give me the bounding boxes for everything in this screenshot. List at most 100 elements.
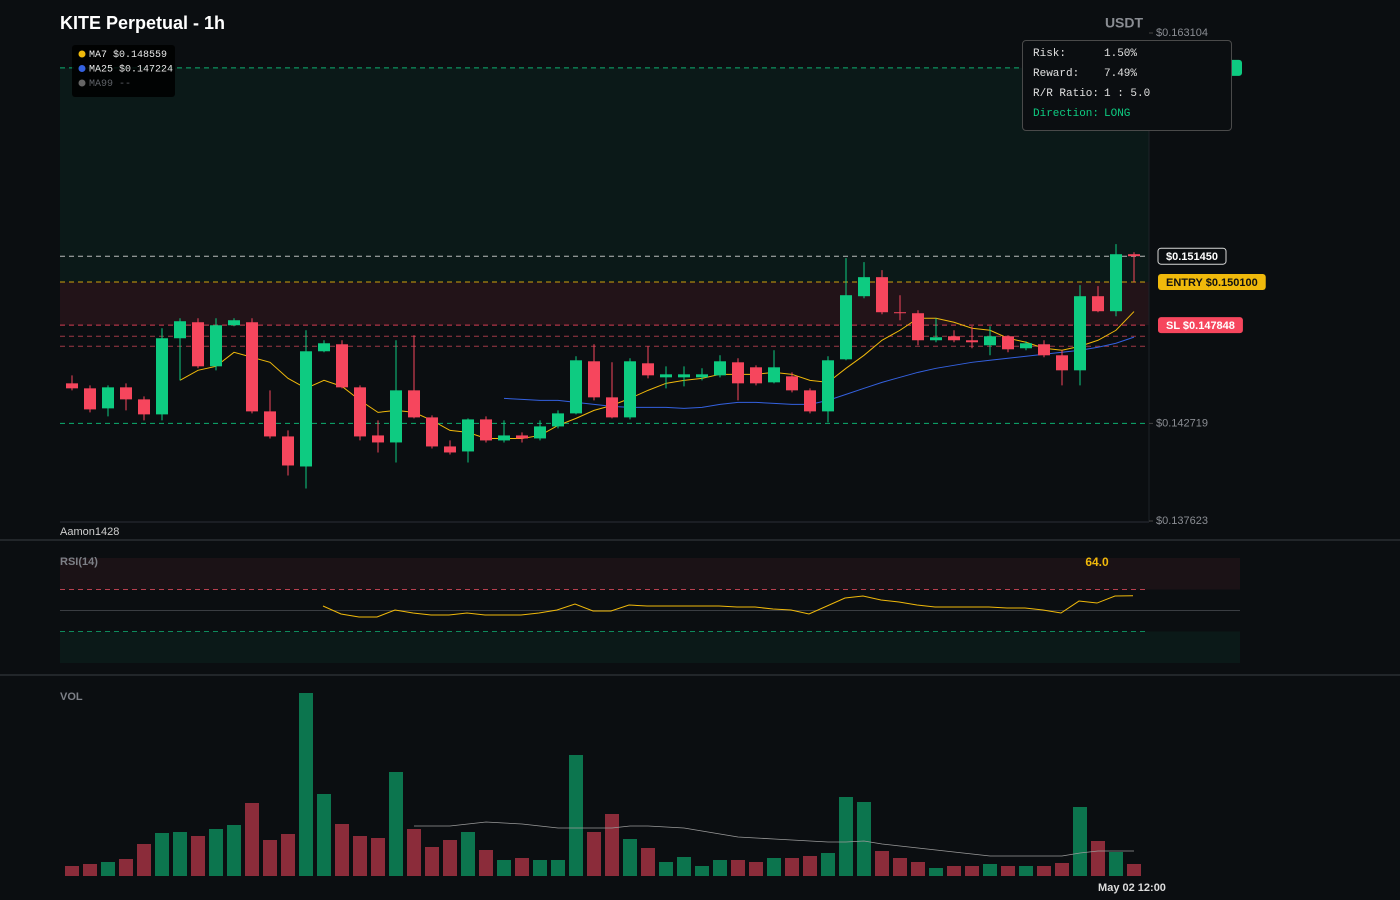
- candle-body: [984, 336, 996, 346]
- level-label-box: [1158, 317, 1243, 334]
- volume-bar: [1073, 807, 1087, 876]
- volume-bar: [479, 850, 493, 876]
- volume-bar: [245, 803, 259, 876]
- volume-bar: [443, 840, 457, 876]
- volume-bar: [533, 860, 547, 876]
- rsi-band: [60, 558, 1240, 590]
- volume-bar: [389, 772, 403, 876]
- volume-bar: [731, 860, 745, 876]
- volume-bar: [281, 834, 295, 876]
- legend-value: $0.147224: [119, 63, 173, 75]
- volume-bar: [263, 840, 277, 876]
- volume-bar: [839, 797, 853, 876]
- candle-body: [102, 387, 114, 409]
- x-tick-label: May 02 12:00: [1098, 882, 1166, 894]
- candle-body: [1110, 254, 1122, 312]
- risk-row: R/R Ratio: 1 : 5.0: [1033, 84, 1221, 104]
- rsi-line: [322, 595, 1134, 618]
- candle-body: [210, 325, 222, 367]
- volume-bar: [965, 866, 979, 876]
- volume-bar: [623, 839, 637, 876]
- candle-body: [282, 436, 294, 466]
- candle-body: [822, 360, 834, 412]
- candle-body: [192, 322, 204, 367]
- candle-body: [714, 361, 726, 376]
- candle-body: [1002, 336, 1014, 350]
- zone: [60, 67, 1149, 283]
- volume-bar: [911, 862, 925, 876]
- volume-bar: [299, 693, 313, 876]
- candle-body: [264, 411, 276, 437]
- candle-body: [894, 312, 906, 314]
- level-label: $0.151450: [1157, 247, 1227, 265]
- volume-bar: [1127, 864, 1141, 876]
- volume-bar: [497, 860, 511, 876]
- y-tick-label: $0.142719: [1156, 417, 1208, 429]
- volume-bar: [569, 755, 583, 876]
- volume-bar: [1091, 841, 1105, 876]
- panel-title: RSI(14): [60, 556, 98, 568]
- candle-body: [588, 361, 600, 398]
- volume-bar: [1037, 866, 1051, 876]
- candle-body: [1038, 344, 1050, 356]
- watermark: Aamon1428: [60, 526, 119, 538]
- volume-bar: [749, 862, 763, 876]
- legend-dot: [78, 50, 86, 58]
- candle-body: [84, 388, 96, 410]
- legend-name: MA99: [89, 79, 113, 90]
- candle-body: [552, 413, 564, 427]
- candle-body: [480, 419, 492, 441]
- candle-body: [174, 321, 186, 339]
- volume-bar: [821, 853, 835, 876]
- volume-bar: [641, 848, 655, 876]
- risk-panel: Risk: 1.50% Reward: 7.49% R/R Ratio: 1 : 5.0 D…: [1022, 40, 1232, 131]
- candle-body: [156, 338, 168, 415]
- volume-bar: [515, 858, 529, 876]
- candle-body: [120, 387, 132, 400]
- volume-bar: [929, 868, 943, 876]
- risk-value: LONG: [1104, 108, 1131, 120]
- volume-bar: [191, 836, 205, 876]
- volume-bar: [785, 858, 799, 876]
- legend-dot: [78, 65, 86, 72]
- legend-box: [72, 45, 175, 97]
- candle-body: [570, 360, 582, 414]
- volume-bar: [677, 857, 691, 876]
- level-label-box: [1157, 247, 1227, 265]
- volume-bar: [137, 844, 151, 876]
- volume-bar: [875, 851, 889, 876]
- volume-bar: [1001, 866, 1015, 876]
- candle-body: [966, 340, 978, 343]
- risk-value: 1.50%: [1104, 48, 1138, 60]
- candle-body: [66, 383, 78, 389]
- candle-body: [804, 390, 816, 412]
- candle-body: [948, 336, 960, 341]
- rsi-value: 64.0: [1085, 555, 1109, 569]
- volume-bar: [155, 833, 169, 876]
- zone: [60, 282, 1149, 326]
- candle-body: [336, 344, 348, 388]
- legend-value: --: [119, 79, 131, 90]
- level-label: SL $0.147848: [1158, 317, 1243, 334]
- volume-bar: [695, 866, 709, 876]
- candle-body: [372, 435, 384, 443]
- volume-bar: [317, 794, 331, 876]
- risk-row: Direction: LONG: [1033, 104, 1221, 124]
- volume-bar: [353, 836, 367, 876]
- volume-bar: [767, 858, 781, 876]
- volume-bar: [947, 866, 961, 876]
- candle-body: [750, 367, 762, 384]
- volume-ma: [414, 821, 1134, 857]
- volume-bar: [803, 856, 817, 876]
- level-label-text: $0.151450: [1166, 251, 1218, 263]
- volume-bar: [371, 838, 385, 876]
- volume-bar: [893, 858, 907, 876]
- level-label-text: SL $0.147848: [1166, 320, 1235, 332]
- y-tick-label: $0.163104: [1156, 27, 1208, 39]
- quote-label: USDT: [1105, 15, 1144, 31]
- candle-body: [426, 417, 438, 447]
- level-label-box: [1158, 274, 1266, 291]
- volume-bar: [659, 862, 673, 876]
- legend-entry: MA99 --: [89, 79, 131, 90]
